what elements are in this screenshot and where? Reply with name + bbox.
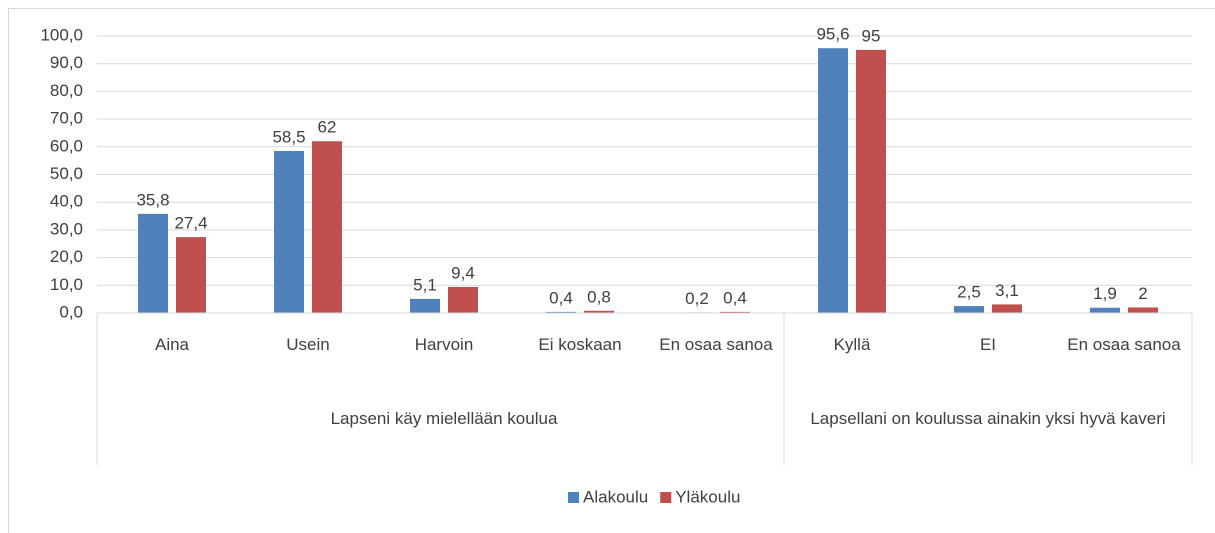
- data-label: 0,4: [723, 288, 747, 307]
- bar: [546, 311, 576, 313]
- bar: [720, 311, 750, 313]
- y-tick-label: 30,0: [50, 219, 83, 238]
- y-tick-label: 100,0: [40, 25, 83, 44]
- x-tick-label: Harvoin: [414, 335, 474, 354]
- y-tick-label: 10,0: [50, 275, 83, 294]
- data-label: 58,5: [272, 127, 305, 146]
- x-tick-label: EI: [979, 335, 997, 354]
- y-tick-label: 60,0: [50, 136, 83, 155]
- x-tick-label: Usein: [286, 335, 330, 354]
- bar: [176, 237, 206, 313]
- legend-swatch: [568, 492, 579, 503]
- data-label: 0,2: [685, 289, 709, 308]
- bar: [312, 141, 342, 313]
- bar: [138, 213, 168, 313]
- data-label: 5,1: [413, 275, 437, 294]
- y-tick-label: 50,0: [50, 164, 83, 183]
- x-tick-label: En osaa sanoa: [1067, 335, 1181, 354]
- legend-label: Yläkoulu: [675, 487, 740, 506]
- data-label: 35,8: [136, 190, 169, 209]
- y-tick-label: 90,0: [50, 53, 83, 72]
- bar: [274, 150, 304, 313]
- data-label: 95: [862, 26, 881, 45]
- y-tick-label: 80,0: [50, 81, 83, 100]
- bar: [856, 49, 886, 313]
- data-label: 2,5: [957, 283, 981, 302]
- chart-frame: [8, 8, 1215, 533]
- data-label: 0,4: [549, 288, 573, 307]
- data-label: 3,1: [995, 281, 1019, 300]
- bar: [1090, 307, 1120, 313]
- data-label: 2: [1138, 284, 1147, 303]
- x-tick-label: Kyllä: [833, 335, 871, 354]
- data-label: 0,8: [587, 287, 611, 306]
- bar: [448, 286, 478, 313]
- data-label: 9,4: [451, 263, 475, 282]
- y-tick-label: 0,0: [59, 302, 83, 321]
- legend-swatch: [660, 492, 672, 503]
- group-label: Lapsellani on koulussa ainakin yksi hyvä…: [810, 409, 1166, 428]
- bar: [410, 298, 440, 313]
- bar: [1128, 307, 1158, 313]
- group-label: Lapseni käy mielellään koulua: [330, 409, 558, 428]
- bar: [992, 304, 1022, 313]
- y-tick-label: 20,0: [50, 247, 83, 266]
- legend-label: Alakoulu: [583, 487, 648, 506]
- bar: [954, 306, 984, 313]
- bar: [818, 48, 848, 314]
- y-tick-label: 70,0: [50, 109, 83, 128]
- bar: [584, 310, 614, 313]
- x-tick-label: En osaa sanoa: [659, 335, 773, 354]
- x-tick-label: Ei koskaan: [538, 335, 622, 354]
- data-label: 95,6: [816, 25, 849, 44]
- x-tick-label: Aina: [154, 335, 190, 354]
- y-tick-label: 40,0: [50, 192, 83, 211]
- data-label: 27,4: [174, 214, 207, 233]
- data-label: 1,9: [1093, 284, 1117, 303]
- data-label: 62: [318, 118, 337, 137]
